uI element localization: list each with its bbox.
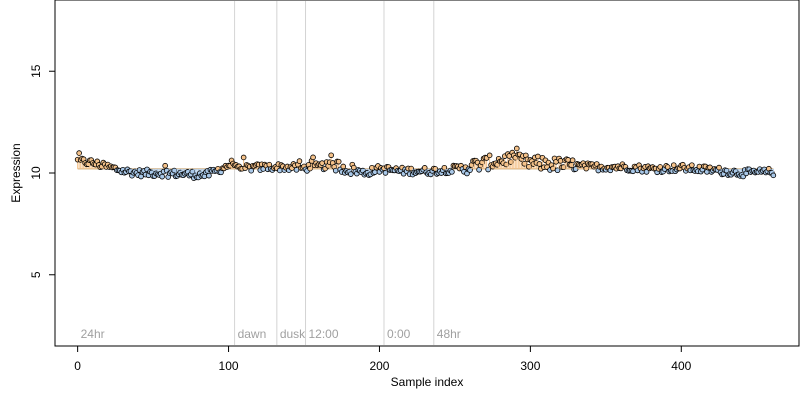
data-point [513, 145, 520, 152]
data-point [248, 167, 254, 174]
x-axis: 0 100 200 300 400 [74, 345, 692, 373]
y-axis: 5 10 15 [29, 64, 56, 278]
marker-label-0: 24hr [81, 327, 105, 341]
y-axis-label: Expression [9, 143, 23, 202]
data-point [335, 158, 342, 165]
x-axis-label: Sample index [391, 375, 464, 389]
x-tick-label: 100 [219, 359, 239, 373]
x-tick-label: 0 [74, 359, 81, 373]
data-point [382, 170, 389, 176]
data-point [770, 172, 777, 179]
marker-label-1: dawn [238, 327, 267, 341]
data-point [536, 161, 543, 167]
data-point [689, 162, 695, 168]
data-point [76, 150, 82, 156]
data-point [159, 173, 165, 180]
data-point [240, 154, 247, 161]
data-point [138, 173, 144, 180]
marker-label-2: dusk [280, 327, 306, 341]
data-point [569, 157, 576, 164]
data-points [74, 145, 777, 181]
marker-label-3: 12:00 [309, 327, 339, 341]
x-tick-label: 300 [520, 359, 540, 373]
data-point [347, 171, 354, 177]
data-point [206, 172, 212, 179]
data-point [486, 152, 493, 159]
data-point [670, 162, 677, 168]
y-tick-label: 5 [29, 271, 43, 278]
data-point [557, 158, 564, 164]
data-point [296, 158, 303, 164]
y-tick-label: 10 [29, 166, 43, 180]
x-tick-label: 400 [671, 359, 691, 373]
x-tick-label: 200 [369, 359, 389, 373]
y-tick-label: 15 [29, 64, 43, 78]
marker-label-5: 48hr [437, 327, 461, 341]
data-point [565, 157, 571, 163]
data-point [310, 154, 316, 161]
data-point [554, 167, 561, 174]
data-point [449, 169, 455, 175]
data-point [643, 169, 650, 175]
data-point [340, 163, 347, 170]
data-point [328, 152, 334, 159]
data-point [162, 162, 168, 169]
data-point [657, 164, 663, 170]
data-point [372, 169, 378, 175]
time-marker-labels: 24hr dawn dusk 12:00 0:00 48hr [81, 327, 461, 341]
marker-label-4: 0:00 [387, 327, 411, 341]
data-point [332, 167, 339, 174]
data-point [319, 160, 325, 166]
data-point [535, 153, 541, 160]
